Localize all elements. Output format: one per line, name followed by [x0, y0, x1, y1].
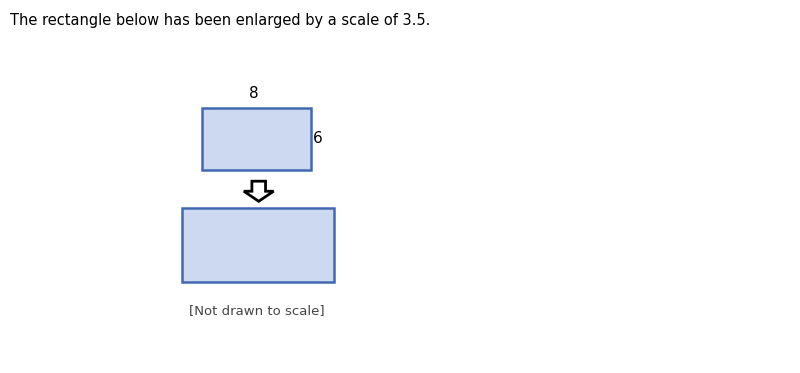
Bar	[182, 209, 334, 282]
Bar	[202, 108, 310, 170]
Text: [Not drawn to scale]: [Not drawn to scale]	[189, 304, 325, 317]
Text: The rectangle below has been enlarged by a scale of 3.5.: The rectangle below has been enlarged by…	[10, 13, 430, 28]
Text: 8: 8	[249, 86, 258, 101]
Polygon shape	[244, 181, 274, 201]
Text: 6: 6	[313, 131, 322, 147]
